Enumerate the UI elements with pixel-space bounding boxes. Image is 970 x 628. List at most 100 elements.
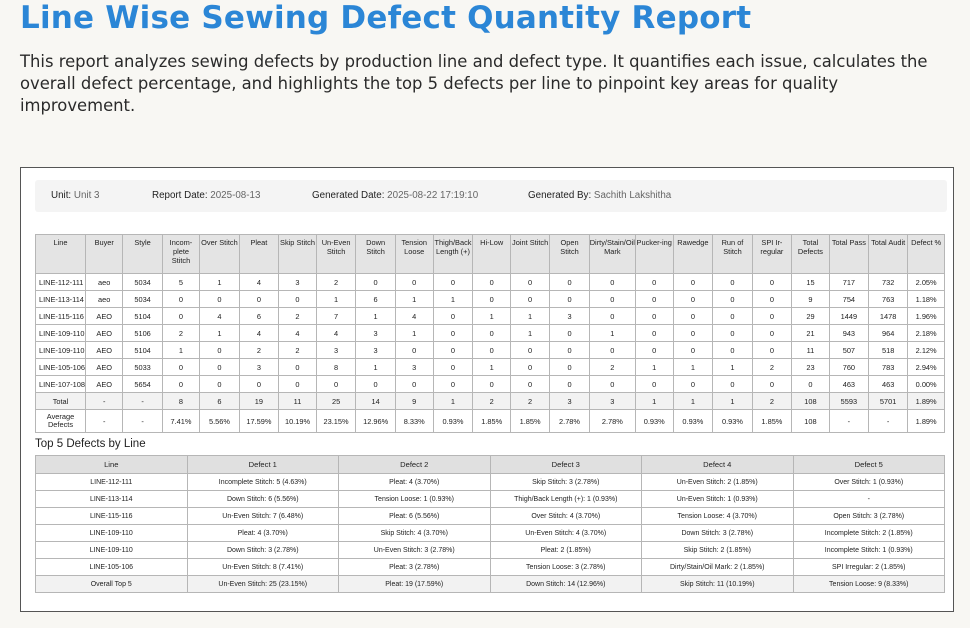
- top5-column-header: Defect 3: [489, 455, 642, 474]
- table-cell: 0: [472, 341, 511, 359]
- average-cell: 8.33%: [394, 409, 434, 433]
- total-cell: 19: [238, 392, 280, 410]
- table-cell: 518: [868, 341, 909, 359]
- table-cell: 0: [472, 375, 511, 393]
- top5-cell: Un-Even Stitch: 2 (1.85%): [641, 473, 794, 491]
- total-cell: 14: [355, 392, 396, 410]
- table-cell: 0.00%: [907, 375, 945, 393]
- table-cell: 0: [278, 358, 317, 376]
- table-cell: 763: [868, 290, 909, 308]
- table-cell: 0: [509, 273, 551, 291]
- table-cell: 0: [549, 341, 590, 359]
- table-cell: 4: [315, 324, 357, 342]
- table-cell: 0: [549, 375, 590, 393]
- average-row: Average Defects - -7.41% 5.56% 17.59% 10.19% 2…: [34, 409, 945, 433]
- total-row: Total - -8 6 19 11 25 14 9 1 2 2 3 3 1 1 1 2 108 5593 5701 1.…: [34, 392, 945, 410]
- total-cell: 5701: [868, 392, 909, 410]
- table-cell: 0: [672, 307, 714, 325]
- table-row: LINE-109-110 AEO 5104 1 0 2 2 3 3 0 0 0 0 0 0 0 0 0 0 11 507…: [34, 341, 945, 359]
- table-row: LINE-115-116 AEO 5104 0 4 6 2 7 1 4 0 1 1 3 0 0 0 0 0 29 144…: [34, 307, 945, 325]
- average-cell: 0.93%: [672, 409, 714, 433]
- top5-cell: Skip Stitch: 3 (2.78%): [489, 473, 642, 491]
- average-cell: -: [828, 409, 870, 433]
- total-cell: 1: [672, 392, 714, 410]
- table-cell: 0: [432, 375, 474, 393]
- table-cell: 0: [509, 375, 551, 393]
- top5-cell: Pleat: 4 (3.70%): [186, 524, 339, 542]
- table-cell: 0: [751, 341, 793, 359]
- table-cell: 0: [161, 290, 201, 308]
- top5-row: LINE-115-116 Un-Even Stitch: 7 (6.48%) Ple…: [35, 507, 945, 525]
- average-cell: 12.96%: [355, 409, 396, 433]
- table-cell: 0: [509, 341, 551, 359]
- table-cell: 1: [472, 358, 511, 376]
- table-cell: 3: [238, 358, 280, 376]
- table-row: LINE-112-111 aeo 5034 5 1 4 3 2 0 0 0 0 0 0 0 0 0 0 0 15 717…: [34, 273, 945, 291]
- average-cell: 5.56%: [199, 409, 240, 433]
- meta-report-date-value: 2025-08-13: [210, 190, 261, 201]
- table-cell: 5106: [122, 324, 163, 342]
- top5-cell: Un-Even Stitch: 7 (6.48%): [186, 507, 339, 525]
- column-header: SPI Ir-regular: [751, 234, 793, 274]
- top5-cell: Over Stitch: 1 (0.93%): [792, 473, 945, 491]
- top5-cell: Down Stitch: 14 (12.96%): [489, 575, 642, 593]
- column-header: Joint Stitch: [509, 234, 551, 274]
- meta-unit-value: Unit 3: [73, 190, 100, 201]
- top5-cell: LINE-105-106: [35, 558, 188, 576]
- average-cell: 7.41%: [161, 409, 201, 433]
- column-header: Run of Stitch: [712, 234, 753, 274]
- table-cell: 2.12%: [907, 341, 945, 359]
- total-cell: -: [122, 392, 163, 410]
- table-cell: 0: [278, 290, 317, 308]
- total-cell: 5593: [828, 392, 870, 410]
- top5-cell: Skip Stitch: 4 (3.70%): [338, 524, 491, 542]
- table-cell: 0: [751, 307, 793, 325]
- table-cell: 0: [315, 375, 357, 393]
- top5-column-header: Defect 2: [338, 455, 491, 474]
- column-header: Line: [34, 234, 87, 274]
- table-cell: 463: [868, 375, 909, 393]
- table-cell: 1: [394, 324, 434, 342]
- top5-cell: LINE-112-111: [35, 473, 188, 491]
- table-cell: AEO: [85, 375, 124, 393]
- report-frame: Unit: Unit 3 Report Date: 2025-08-13 Gen…: [20, 167, 954, 612]
- table-cell: 0: [394, 273, 434, 291]
- report-meta-bar: Unit: Unit 3 Report Date: 2025-08-13 Gen…: [35, 180, 947, 212]
- average-cell: 1.85%: [751, 409, 793, 433]
- defect-quantity-table: Line Buyer Style Incom-plete Stitch Over Sti…: [34, 234, 945, 433]
- table-cell: 0: [712, 341, 753, 359]
- total-cell: 1: [634, 392, 674, 410]
- average-cell: 0.93%: [712, 409, 753, 433]
- table-cell: 5034: [122, 273, 163, 291]
- column-header: Incom-plete Stitch: [161, 234, 201, 274]
- column-header: Skip Stitch: [278, 234, 317, 274]
- table-cell: LINE-105-106: [34, 358, 87, 376]
- table-cell: 23: [791, 358, 830, 376]
- meta-generated-date-value: 2025-08-22 17:19:10: [387, 190, 479, 201]
- table-cell: 1: [509, 307, 551, 325]
- column-header: Tension Loose: [394, 234, 434, 274]
- column-header: Thigh/Back Length (+): [432, 234, 474, 274]
- table-cell: 0: [355, 375, 396, 393]
- table-cell: 507: [828, 341, 870, 359]
- table-cell: 1: [315, 290, 357, 308]
- table-cell: 15: [791, 273, 830, 291]
- column-header: Pleat: [238, 234, 280, 274]
- top5-row: LINE-113-114 Down Stitch: 6 (5.56%) Tensio…: [35, 490, 945, 508]
- table-cell: 0: [751, 375, 793, 393]
- table-cell: 1: [672, 358, 714, 376]
- table-cell: 0: [199, 341, 240, 359]
- table-cell: 0: [355, 273, 396, 291]
- average-cell: 2.78%: [549, 409, 590, 433]
- table-cell: 0: [472, 324, 511, 342]
- table-cell: 0: [751, 290, 793, 308]
- table-cell: 0: [634, 307, 674, 325]
- total-cell: 11: [278, 392, 317, 410]
- table-cell: 0: [549, 358, 590, 376]
- column-header: Total Defects: [791, 234, 830, 274]
- table-cell: 1: [199, 324, 240, 342]
- table-cell: 1.18%: [907, 290, 945, 308]
- table-cell: 0: [751, 273, 793, 291]
- table-cell: 2.18%: [907, 324, 945, 342]
- total-cell: -: [85, 392, 124, 410]
